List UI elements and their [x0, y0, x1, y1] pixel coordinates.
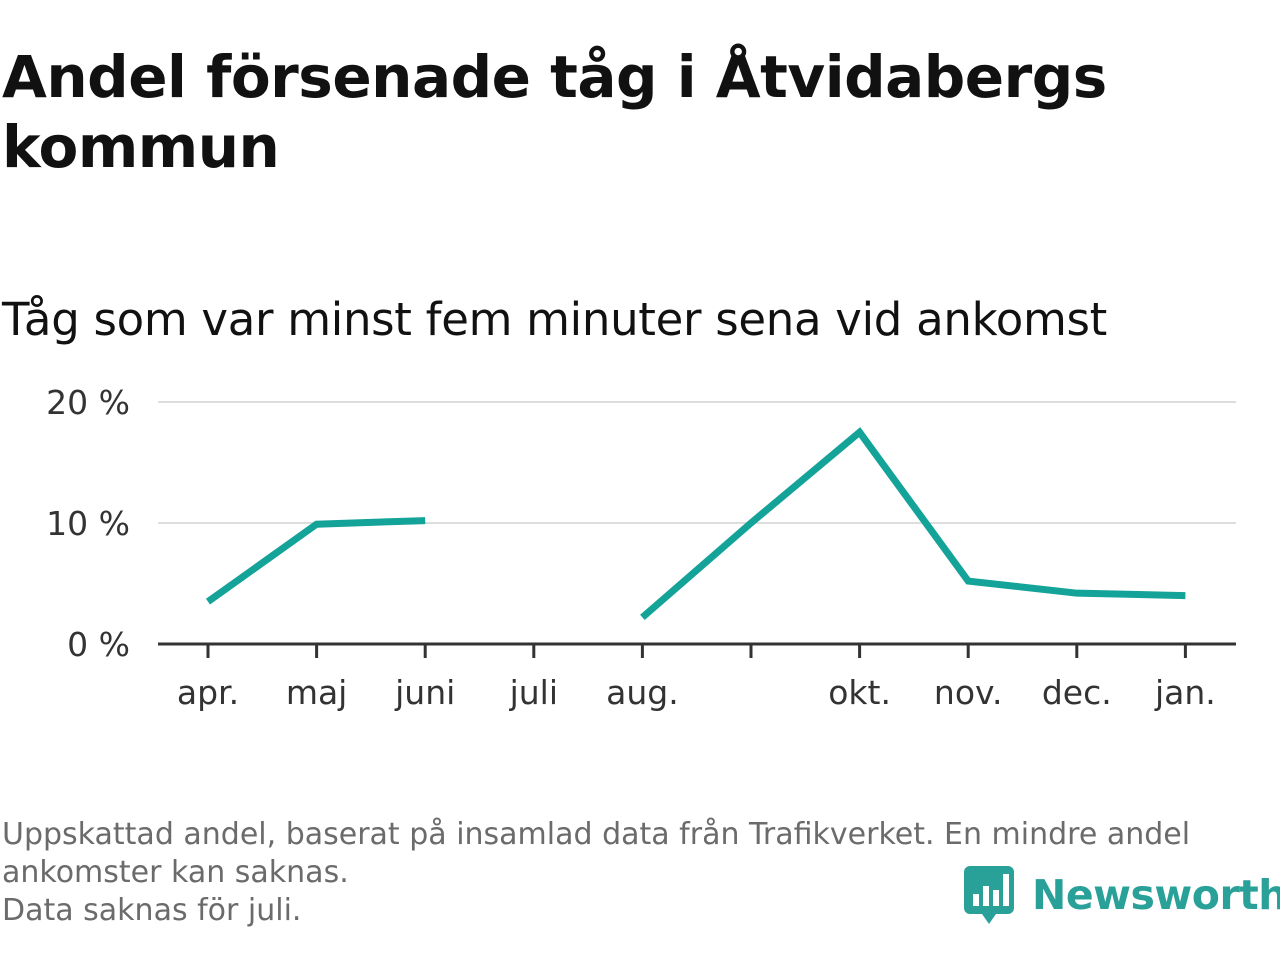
- y-tick-label: 0 %: [67, 625, 130, 664]
- footnote: Uppskattad andel, baserat på insamlad da…: [2, 816, 1262, 930]
- x-tick-label: jan.: [1154, 673, 1216, 712]
- chart-title: Andel försenade tåg i Åtvidabergs kommun: [2, 43, 1107, 181]
- series-line: [640, 427, 1186, 621]
- x-tick-label: nov.: [934, 673, 1003, 712]
- y-tick-label: 10 %: [46, 504, 130, 543]
- brand-name: Newsworthy: [1032, 871, 1280, 919]
- newsworthy-logo-icon: [964, 866, 1014, 924]
- footnote-line-3: Data saknas för juli.: [2, 893, 302, 928]
- footnote-line-1: Uppskattad andel, baserat på insamlad da…: [2, 817, 1191, 852]
- x-tick-label: juli: [509, 673, 558, 712]
- x-tick-label: juni: [394, 673, 455, 712]
- series-line: [205, 517, 426, 605]
- x-tick-label: dec.: [1042, 673, 1112, 712]
- x-tick-label: okt.: [828, 673, 891, 712]
- brand-logo: Newsworthy: [964, 866, 1280, 924]
- x-tick-label: maj: [286, 673, 348, 712]
- y-tick-label: 20 %: [46, 383, 130, 422]
- chart-subtitle: Tåg som var minst fem minuter sena vid a…: [2, 293, 1107, 346]
- x-tick-label: aug.: [606, 673, 679, 712]
- x-tick-label: apr.: [177, 673, 239, 712]
- footnote-line-2: ankomster kan saknas.: [2, 855, 349, 890]
